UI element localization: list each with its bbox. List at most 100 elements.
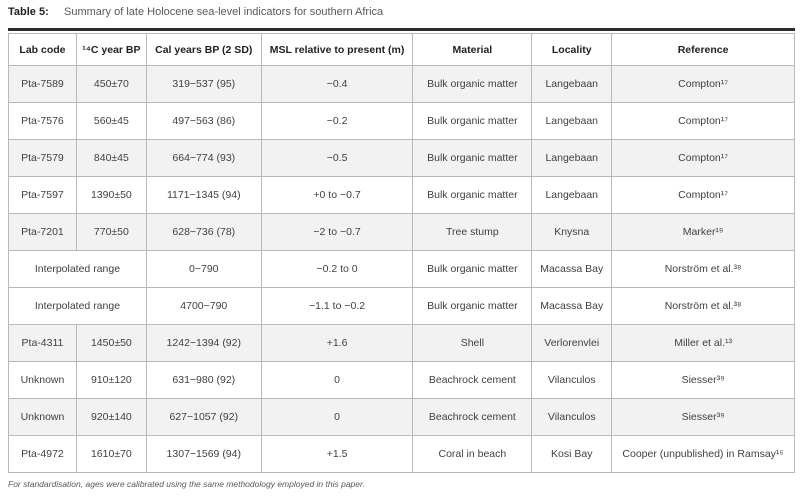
- table-cell: 628−736 (78): [145, 213, 262, 251]
- table-cell: Compton¹⁷: [611, 176, 795, 214]
- table-cell: 4700−790: [145, 287, 262, 325]
- table-cell: −0.5: [260, 139, 414, 177]
- table-cell: Shell: [412, 324, 533, 362]
- table-cell: Langebaan: [531, 65, 613, 103]
- table-cell: Unknown: [8, 398, 77, 436]
- table-cell: Miller et al.¹³: [611, 324, 795, 362]
- table-cell: Bulk organic matter: [412, 139, 533, 177]
- table-cell: Bulk organic matter: [412, 250, 533, 288]
- header-row: Lab code ¹⁴C year BP Cal years BP (2 SD) MS…: [8, 33, 795, 66]
- table-cell: Marker¹⁹: [611, 213, 795, 251]
- table-cell: 1450±50: [75, 324, 147, 362]
- table-cell: +1.6: [260, 324, 414, 362]
- table-cell: Siesser³⁹: [611, 398, 795, 436]
- table-row: Pta-7579 840±45 664−774 (93) −0.5 Bulk organ…: [8, 139, 795, 177]
- table-cell: −2 to −0.7: [260, 213, 414, 251]
- table-cell: +1.5: [260, 435, 414, 473]
- table-cell: Unknown: [8, 361, 77, 399]
- table-cell: Siesser³⁹: [611, 361, 795, 399]
- table-cell: Macassa Bay: [531, 287, 613, 325]
- table-row: Pta-4972 1610±70 1307−1569 (94) +1.5 Coral i…: [8, 435, 795, 473]
- column-header: MSL relative to present (m): [260, 33, 414, 66]
- table-cell: Langebaan: [531, 176, 613, 214]
- table-cell: Norström et al.³⁸: [611, 287, 795, 325]
- table-cell: Vilanculos: [531, 398, 613, 436]
- table-cell: −0.2: [260, 102, 414, 140]
- table-row: Pta-7201 770±50 628−736 (78) −2 to −0.7 Tree…: [8, 213, 795, 251]
- table-cell: Compton¹⁷: [611, 65, 795, 103]
- table-cell: Compton¹⁷: [611, 139, 795, 177]
- table-cell: Coral in beach: [412, 435, 533, 473]
- table-caption: Table 5: Summary of late Holocene sea-le…: [8, 0, 795, 19]
- table-cell: 450±70: [75, 65, 147, 103]
- table-cell: Beachrock cement: [412, 361, 533, 399]
- table-cell: Interpolated range: [8, 287, 147, 325]
- column-header: Reference: [611, 33, 795, 66]
- table-cell: Tree stump: [412, 213, 533, 251]
- table-footnote: For standardisation, ages were calibrate…: [8, 479, 365, 489]
- table-cell: −0.4: [260, 65, 414, 103]
- table-cell: 770±50: [75, 213, 147, 251]
- column-header: Cal years BP (2 SD): [145, 33, 262, 66]
- table-cell: Langebaan: [531, 102, 613, 140]
- table-row: Pta-4311 1450±50 1242−1394 (92) +1.6 Shell Ve…: [8, 324, 795, 362]
- table-row: Unknown 920±140 627−1057 (92) 0 Beachrock ce…: [8, 398, 795, 436]
- table-row: Pta-7576 560±45 497−563 (86) −0.2 Bulk organ…: [8, 102, 795, 140]
- column-header: Material: [412, 33, 533, 66]
- table-cell: Pta-7579: [8, 139, 77, 177]
- table-cell: 0: [260, 398, 414, 436]
- table-cell: 0: [260, 361, 414, 399]
- table-cell: Pta-4972: [8, 435, 77, 473]
- table-number: Table 5:: [8, 6, 49, 18]
- table-cell: 1390±50: [75, 176, 147, 214]
- column-header: Locality: [531, 33, 613, 66]
- table-cell: Bulk organic matter: [412, 65, 533, 103]
- table-cell: Langebaan: [531, 139, 613, 177]
- table-title: Summary of late Holocene sea-level indic…: [64, 6, 384, 18]
- table-cell: Cooper (unpublished) in Ramsay¹⁵: [611, 435, 795, 473]
- table-cell: Pta-7597: [8, 176, 77, 214]
- table-cell: 1171−1345 (94): [145, 176, 262, 214]
- table-row: Interpolated range 0−790 −0.2 to 0 Bulk org…: [8, 250, 795, 288]
- table-cell: −1.1 to −0.2: [260, 287, 414, 325]
- column-header: ¹⁴C year BP: [75, 33, 147, 66]
- table-cell: Pta-7201: [8, 213, 77, 251]
- table-cell: 560±45: [75, 102, 147, 140]
- table-cell: 840±45: [75, 139, 147, 177]
- table-cell: 497−563 (86): [145, 102, 262, 140]
- table-cell: −0.2 to 0: [260, 250, 414, 288]
- data-table-container: Lab code ¹⁴C year BP Cal years BP (2 SD) MS…: [8, 28, 795, 473]
- table-row: Unknown 910±120 631−980 (92) 0 Beachrock cem…: [8, 361, 795, 399]
- table-row: Pta-7597 1390±50 1171−1345 (94) +0 to −0.7 B…: [8, 176, 795, 214]
- table-cell: 0−790: [145, 250, 262, 288]
- table-cell: Kosi Bay: [531, 435, 613, 473]
- table-cell: Bulk organic matter: [412, 102, 533, 140]
- table-cell: Compton¹⁷: [611, 102, 795, 140]
- sea-level-indicators-table: Lab code ¹⁴C year BP Cal years BP (2 SD) MS…: [8, 33, 795, 473]
- table-row: Interpolated range 4700−790 −1.1 to −0.2 Bu…: [8, 287, 795, 325]
- table-cell: 627−1057 (92): [145, 398, 262, 436]
- table-cell: Pta-4311: [8, 324, 77, 362]
- table-cell: +0 to −0.7: [260, 176, 414, 214]
- table-row: Pta-7589 450±70 319−537 (95) −0.4 Bulk organ…: [8, 65, 795, 103]
- table-cell: Vilanculos: [531, 361, 613, 399]
- table-cell: Pta-7589: [8, 65, 77, 103]
- table-cell: 664−774 (93): [145, 139, 262, 177]
- table-cell: 1307−1569 (94): [145, 435, 262, 473]
- table-cell: Norström et al.³⁸: [611, 250, 795, 288]
- table-header: Lab code ¹⁴C year BP Cal years BP (2 SD) MS…: [8, 33, 795, 66]
- page: Table 5: Summary of late Holocene sea-le…: [8, 0, 795, 489]
- table-cell: Bulk organic matter: [412, 287, 533, 325]
- table-cell: 1610±70: [75, 435, 147, 473]
- table-cell: Interpolated range: [8, 250, 147, 288]
- table-cell: Beachrock cement: [412, 398, 533, 436]
- table-cell: Pta-7576: [8, 102, 77, 140]
- table-cell: Macassa Bay: [531, 250, 613, 288]
- table-cell: Bulk organic matter: [412, 176, 533, 214]
- table-cell: 1242−1394 (92): [145, 324, 262, 362]
- table-body: Pta-7589 450±70 319−537 (95) −0.4 Bulk organ…: [8, 65, 795, 473]
- table-cell: 319−537 (95): [145, 65, 262, 103]
- table-cell: Knysna: [531, 213, 613, 251]
- table-cell: 920±140: [75, 398, 147, 436]
- column-header: Lab code: [8, 33, 77, 66]
